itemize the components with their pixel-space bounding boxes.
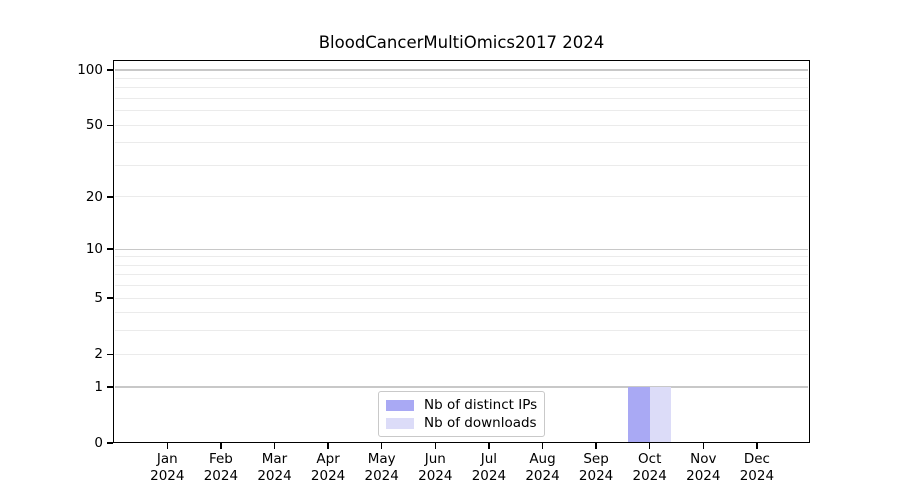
x-tick-year: 2024: [525, 468, 560, 484]
minor-gridline: [114, 285, 809, 287]
minor-gridline: [114, 77, 809, 79]
x-tick: [220, 443, 222, 449]
minor-gridline: [114, 274, 809, 276]
plot-area: [113, 60, 810, 443]
x-tick-label: Aug 2024: [503, 451, 583, 485]
x-tick: [488, 443, 490, 449]
y-tick: [106, 386, 113, 388]
x-tick-year: 2024: [418, 468, 453, 484]
x-tick: [381, 443, 383, 449]
x-tick: [541, 443, 544, 449]
y-tick-label: 1: [94, 378, 103, 395]
x-tick: [434, 443, 436, 449]
y-tick-label: 10: [85, 241, 103, 258]
x-tick-label: Oct 2024: [610, 451, 690, 485]
x-tick-month: Mar: [261, 451, 288, 467]
x-tick-label: Jun 2024: [395, 451, 475, 485]
legend-swatch-distinct-ips: [386, 400, 414, 411]
y-tick: [106, 442, 113, 444]
x-tick-month: Apr: [316, 451, 340, 467]
x-tick: [273, 443, 276, 449]
decade-gridline: [114, 386, 809, 388]
minor-gridline: [114, 256, 809, 258]
y-tick: [106, 196, 113, 198]
x-tick-month: Feb: [208, 451, 233, 467]
minor-gridline: [114, 297, 809, 299]
x-tick-month: Dec: [743, 451, 770, 467]
x-tick-month: Jul: [480, 451, 498, 467]
x-tick-label: Jan 2024: [127, 451, 207, 485]
minor-gridline: [114, 264, 809, 266]
y-tick: [106, 353, 113, 355]
y-tick: [106, 297, 113, 299]
y-tick-label: 0: [94, 435, 103, 451]
minor-gridline: [114, 196, 809, 198]
bar-downloads: [649, 386, 672, 443]
minor-gridline: [114, 164, 809, 166]
x-tick-year: 2024: [150, 468, 185, 484]
minor-gridline: [114, 142, 809, 144]
x-tick-year: 2024: [310, 468, 346, 484]
x-tick-year: 2024: [632, 468, 667, 484]
x-tick-label: Mar 2024: [235, 451, 315, 485]
y-tick-label: 5: [94, 290, 103, 307]
minor-gridline: [114, 97, 809, 99]
x-tick-label: Feb 2024: [181, 451, 261, 485]
minor-gridline: [114, 87, 809, 89]
x-tick-year: 2024: [578, 468, 614, 484]
x-tick-label: Apr 2024: [288, 451, 368, 485]
x-tick: [702, 443, 704, 449]
minor-gridline: [114, 330, 809, 332]
minor-gridline: [114, 124, 809, 126]
x-tick-label: May 2024: [342, 451, 422, 485]
legend: Nb of distinct IPs Nb of downloads: [378, 391, 545, 437]
y-tick-label: 50: [85, 117, 103, 134]
x-tick: [756, 443, 758, 449]
x-tick-month: Jan: [156, 451, 178, 467]
y-tick-label: 100: [77, 62, 103, 78]
x-tick-year: 2024: [471, 468, 507, 484]
x-tick-year: 2024: [686, 468, 721, 484]
y-tick-label: 2: [94, 346, 103, 363]
x-tick-month: Nov: [690, 451, 717, 467]
minor-gridline: [114, 110, 809, 112]
y-tick: [106, 248, 113, 250]
x-tick-year: 2024: [257, 468, 292, 484]
legend-label: Nb of downloads: [424, 415, 537, 431]
x-tick-month: Aug: [529, 451, 556, 467]
bar-distinct-ips: [628, 386, 650, 443]
legend-row: Nb of downloads: [386, 415, 537, 432]
x-tick: [166, 443, 168, 449]
x-tick-year: 2024: [364, 468, 399, 484]
x-tick: [595, 443, 597, 449]
legend-label: Nb of distinct IPs: [424, 397, 538, 413]
legend-swatch-downloads: [386, 418, 414, 429]
decade-gridline: [114, 69, 809, 71]
legend-row: Nb of distinct IPs: [386, 397, 538, 414]
chart-title: BloodCancerMultiOmics2017 2024: [318, 33, 605, 52]
x-tick: [327, 443, 329, 449]
x-tick-label: Dec 2024: [717, 451, 797, 485]
y-tick-label: 20: [85, 188, 103, 205]
y-tick: [106, 124, 113, 126]
x-tick-label: Nov 2024: [663, 451, 743, 485]
x-tick-year: 2024: [203, 468, 239, 484]
minor-gridline: [114, 353, 809, 355]
x-tick-month: Jun: [424, 451, 446, 467]
x-tick-label: Sep 2024: [556, 451, 636, 485]
x-tick-label: Jul 2024: [449, 451, 529, 485]
x-tick-year: 2024: [739, 468, 775, 484]
x-tick-month: Sep: [583, 451, 609, 467]
x-tick: [649, 443, 651, 449]
x-tick-month: May: [367, 451, 396, 467]
decade-gridline: [114, 248, 809, 250]
x-tick-month: Oct: [638, 451, 662, 467]
minor-gridline: [114, 312, 809, 314]
y-tick: [106, 69, 113, 71]
